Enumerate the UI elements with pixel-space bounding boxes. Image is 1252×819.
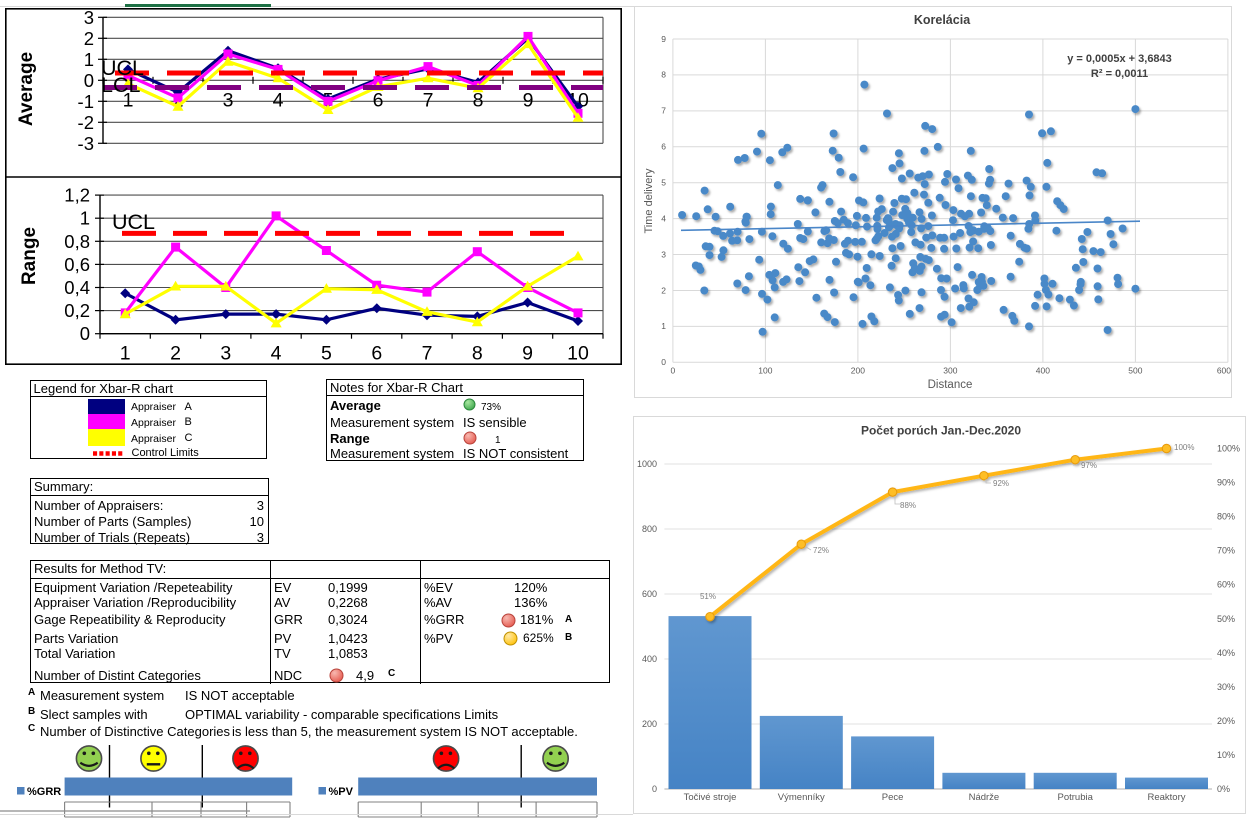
svg-text:100%: 100%: [1174, 443, 1194, 452]
svg-text:600: 600: [642, 589, 657, 599]
svg-text:7: 7: [661, 106, 666, 116]
svg-text:10: 10: [567, 343, 589, 365]
svg-text:R² = 0,0011: R² = 0,0011: [1091, 68, 1148, 80]
svg-text:90%: 90%: [1217, 478, 1235, 488]
svg-text:Potrubia: Potrubia: [1058, 792, 1094, 803]
svg-text:20%: 20%: [1217, 716, 1235, 726]
svg-text:4: 4: [273, 90, 284, 112]
svg-text:500: 500: [1128, 366, 1142, 376]
svg-text:30%: 30%: [1217, 682, 1235, 692]
svg-text:9: 9: [523, 90, 534, 112]
svg-text:51%: 51%: [700, 592, 716, 601]
svg-text:-2: -2: [78, 112, 94, 133]
svg-text:100%: 100%: [1217, 444, 1240, 454]
svg-text:0,4: 0,4: [64, 277, 90, 298]
svg-text:Točivé stroje: Točivé stroje: [684, 792, 737, 803]
svg-text:0: 0: [652, 784, 657, 794]
svg-text:Nádrže: Nádrže: [969, 792, 1000, 803]
svg-text:1: 1: [120, 343, 131, 365]
svg-text:0: 0: [661, 357, 666, 367]
svg-text:4: 4: [661, 213, 666, 223]
svg-text:3: 3: [220, 343, 231, 365]
svg-text:1: 1: [84, 49, 94, 70]
svg-text:2: 2: [84, 28, 94, 49]
svg-text:3: 3: [223, 90, 234, 112]
svg-text:Pece: Pece: [882, 792, 904, 803]
svg-text:7: 7: [423, 90, 434, 112]
svg-text:3: 3: [661, 249, 666, 259]
svg-text:Range: Range: [19, 227, 40, 285]
svg-text:UCL: UCL: [101, 56, 144, 80]
svg-text:10%: 10%: [1217, 750, 1235, 760]
svg-text:-1: -1: [78, 91, 94, 112]
svg-text:Average: Average: [16, 52, 37, 126]
svg-text:600: 600: [1217, 366, 1231, 376]
svg-text:100: 100: [758, 366, 772, 376]
svg-text:40%: 40%: [1217, 648, 1235, 658]
svg-text:6: 6: [373, 90, 384, 112]
svg-text:%PV: %PV: [329, 786, 354, 798]
svg-text:6: 6: [371, 343, 382, 365]
svg-text:LCL: LCL: [101, 73, 140, 97]
svg-text:1: 1: [80, 208, 90, 229]
svg-text:400: 400: [1036, 366, 1050, 376]
svg-text:1: 1: [661, 321, 666, 331]
svg-text:200: 200: [851, 366, 865, 376]
svg-text:UCL: UCL: [112, 210, 155, 234]
svg-text:3: 3: [84, 8, 94, 28]
svg-text:1: 1: [123, 90, 134, 112]
svg-text:0,8: 0,8: [64, 231, 90, 252]
svg-text:70%: 70%: [1217, 546, 1235, 556]
svg-text:200: 200: [642, 719, 657, 729]
svg-text:0: 0: [84, 70, 94, 91]
svg-text:%GRR: %GRR: [27, 786, 61, 798]
svg-text:Výmenníky: Výmenníky: [778, 792, 825, 803]
svg-text:60%: 60%: [1217, 580, 1235, 590]
svg-text:2: 2: [170, 343, 181, 365]
svg-text:92%: 92%: [993, 479, 1009, 488]
svg-text:88%: 88%: [900, 501, 916, 510]
svg-text:Počet porúch Jan.-Dec.2020: Počet porúch Jan.-Dec.2020: [861, 424, 1021, 438]
svg-text:Distance: Distance: [928, 379, 973, 391]
svg-text:5: 5: [661, 178, 666, 188]
svg-text:0: 0: [671, 366, 676, 376]
svg-text:Reaktory: Reaktory: [1147, 792, 1185, 803]
svg-text:9: 9: [661, 34, 666, 44]
svg-text:80%: 80%: [1217, 512, 1235, 522]
svg-text:1,2: 1,2: [64, 185, 90, 206]
svg-text:0,6: 0,6: [64, 254, 90, 275]
svg-text:300: 300: [943, 366, 957, 376]
svg-text:Time delivery: Time delivery: [643, 168, 655, 233]
svg-text:y = 0,0005x + 3,6843: y = 0,0005x + 3,6843: [1067, 53, 1172, 65]
svg-text:9: 9: [522, 343, 533, 365]
svg-text:400: 400: [642, 654, 657, 664]
svg-text:4: 4: [271, 343, 282, 365]
svg-text:0,2: 0,2: [64, 300, 90, 321]
svg-text:8: 8: [661, 70, 666, 80]
svg-text:0%: 0%: [1217, 784, 1230, 794]
svg-text:2: 2: [661, 285, 666, 295]
svg-text:97%: 97%: [1081, 461, 1097, 470]
svg-text:7: 7: [422, 343, 433, 365]
svg-text:-3: -3: [78, 133, 94, 154]
svg-text:8: 8: [472, 343, 483, 365]
svg-text:1000: 1000: [637, 459, 657, 469]
svg-text:Korelácia: Korelácia: [914, 13, 971, 27]
svg-text:50%: 50%: [1217, 614, 1235, 624]
svg-text:800: 800: [642, 524, 657, 534]
svg-text:0: 0: [80, 323, 90, 344]
svg-text:5: 5: [321, 343, 332, 365]
svg-text:8: 8: [473, 90, 484, 112]
svg-text:6: 6: [661, 142, 666, 152]
svg-text:72%: 72%: [813, 546, 829, 555]
